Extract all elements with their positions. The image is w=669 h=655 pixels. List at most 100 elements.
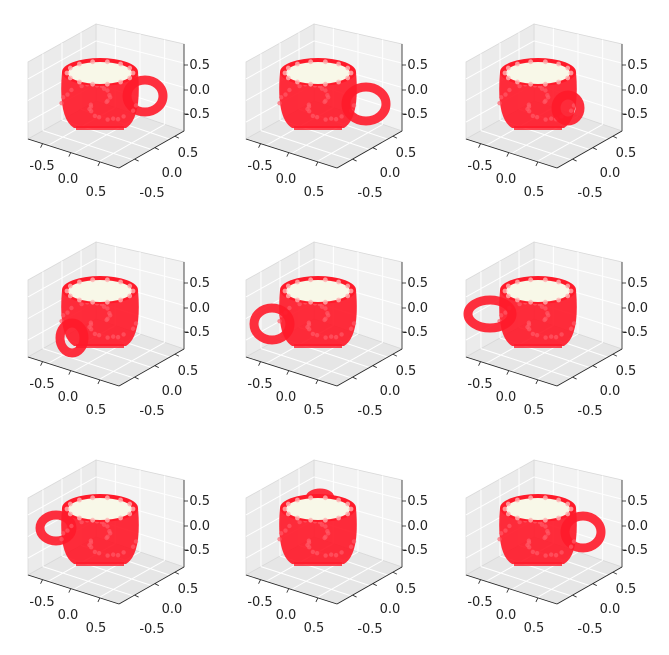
mug-point bbox=[559, 550, 564, 555]
mug-base bbox=[76, 562, 124, 566]
mug-rim-point bbox=[515, 61, 520, 67]
mug-point bbox=[319, 86, 325, 91]
mug-point bbox=[306, 108, 312, 114]
y-tick-label: 0.5 bbox=[616, 364, 637, 379]
mug-rim-point bbox=[77, 297, 82, 303]
x-tick-label: -0.5 bbox=[247, 159, 272, 174]
mug-point bbox=[96, 114, 102, 120]
mug-point bbox=[329, 116, 334, 121]
mug-handle bbox=[551, 90, 585, 126]
mug-point bbox=[526, 326, 532, 332]
x-tick bbox=[315, 161, 319, 167]
y-tick-label: 0.5 bbox=[616, 146, 637, 161]
x-tick-label: 0.0 bbox=[496, 608, 517, 623]
y-tick-label: -0.5 bbox=[357, 186, 382, 201]
subplot-4: -0.5 0.0 0.5 0.5 0.0 -0.5 0.5 0.0 -0.5 bbox=[26, 241, 210, 419]
mug-point bbox=[549, 552, 554, 557]
z-tick-label: 0.5 bbox=[407, 494, 428, 509]
mug-rim-point bbox=[528, 277, 534, 283]
mug-rim-point bbox=[127, 75, 133, 81]
mug-point bbox=[545, 529, 550, 534]
z-tick-label: 0.5 bbox=[189, 276, 210, 291]
mug-point bbox=[553, 552, 559, 558]
mug-rim-point bbox=[505, 293, 511, 299]
mug-rim-point bbox=[285, 65, 291, 71]
mug-rim-point bbox=[295, 61, 300, 67]
y-tick bbox=[592, 365, 597, 369]
y-tick-label: 0.5 bbox=[178, 582, 199, 597]
mug-rim-point bbox=[556, 497, 561, 503]
mug-rim-point bbox=[336, 515, 341, 521]
mug-rim-point bbox=[118, 515, 123, 521]
y-tick bbox=[372, 365, 377, 369]
mug-rim-point bbox=[64, 70, 70, 76]
x-tick bbox=[286, 152, 290, 157]
y-tick bbox=[174, 353, 180, 357]
y-tick bbox=[352, 376, 357, 380]
x-tick bbox=[97, 597, 101, 603]
y-tick-label: -0.5 bbox=[139, 404, 164, 419]
mug-point bbox=[88, 326, 94, 332]
y-axis-line bbox=[336, 566, 403, 605]
mug-rim-point bbox=[542, 517, 548, 523]
y-tick bbox=[372, 583, 377, 587]
mug-rim-point bbox=[90, 495, 96, 501]
mug-rim-point bbox=[505, 511, 511, 517]
mug-point bbox=[503, 92, 508, 97]
mug-rim-point bbox=[322, 517, 328, 523]
mug-rim-point bbox=[67, 511, 73, 517]
mug-point bbox=[543, 316, 548, 321]
mug-rim-point bbox=[515, 297, 520, 303]
mug-point bbox=[130, 108, 136, 113]
mug-rim-point bbox=[556, 515, 561, 521]
mug-rim-point bbox=[282, 288, 288, 294]
x-tick-label: 0.0 bbox=[276, 390, 297, 405]
mug-point bbox=[88, 108, 94, 114]
mug-rim-point bbox=[77, 279, 82, 285]
z-tick-label: -0.5 bbox=[185, 325, 210, 340]
x-tick-label: -0.5 bbox=[29, 595, 54, 610]
mug-point bbox=[59, 537, 64, 542]
mug-rim-point bbox=[64, 288, 70, 294]
x-tick bbox=[68, 370, 72, 375]
x-tick bbox=[40, 361, 43, 366]
mug-point bbox=[59, 101, 64, 106]
x-tick bbox=[315, 597, 319, 603]
mug-rim-point bbox=[308, 299, 314, 305]
mug-point bbox=[543, 306, 548, 311]
x-tick-label: 0.0 bbox=[58, 390, 79, 405]
mug-point bbox=[65, 92, 70, 97]
mug-base bbox=[514, 344, 562, 348]
y-tick-label: 0.0 bbox=[600, 166, 621, 181]
mug-rim-point bbox=[322, 277, 328, 283]
mug-point-cloud bbox=[277, 58, 391, 130]
mug-point bbox=[559, 332, 564, 337]
mug-point bbox=[323, 524, 328, 529]
y-tick-label: 0.0 bbox=[162, 384, 183, 399]
mug-point bbox=[277, 537, 282, 542]
mug-point bbox=[88, 540, 94, 545]
mug-point bbox=[105, 117, 110, 122]
x-tick-label: 0.5 bbox=[304, 185, 325, 200]
y-tick bbox=[572, 594, 577, 598]
mug-point bbox=[92, 113, 98, 119]
mug-point bbox=[115, 552, 121, 558]
x-tick bbox=[258, 579, 261, 584]
mug-rim-point bbox=[336, 497, 341, 503]
y-tick bbox=[392, 135, 398, 139]
mug-rim-point bbox=[295, 279, 300, 285]
mug-rim-point bbox=[308, 277, 314, 283]
mug-point bbox=[287, 305, 292, 311]
mug-point bbox=[287, 87, 292, 93]
gridline bbox=[536, 341, 603, 381]
y-axis-line bbox=[118, 566, 185, 605]
mug-point bbox=[133, 321, 139, 326]
mug-rim-point bbox=[285, 293, 291, 299]
x-tick bbox=[478, 143, 481, 148]
mug-interior bbox=[68, 280, 132, 302]
mug-point bbox=[306, 104, 312, 109]
y-tick bbox=[612, 353, 618, 357]
mug-point bbox=[498, 531, 504, 536]
y-tick bbox=[154, 583, 159, 587]
mug-point bbox=[121, 114, 126, 119]
